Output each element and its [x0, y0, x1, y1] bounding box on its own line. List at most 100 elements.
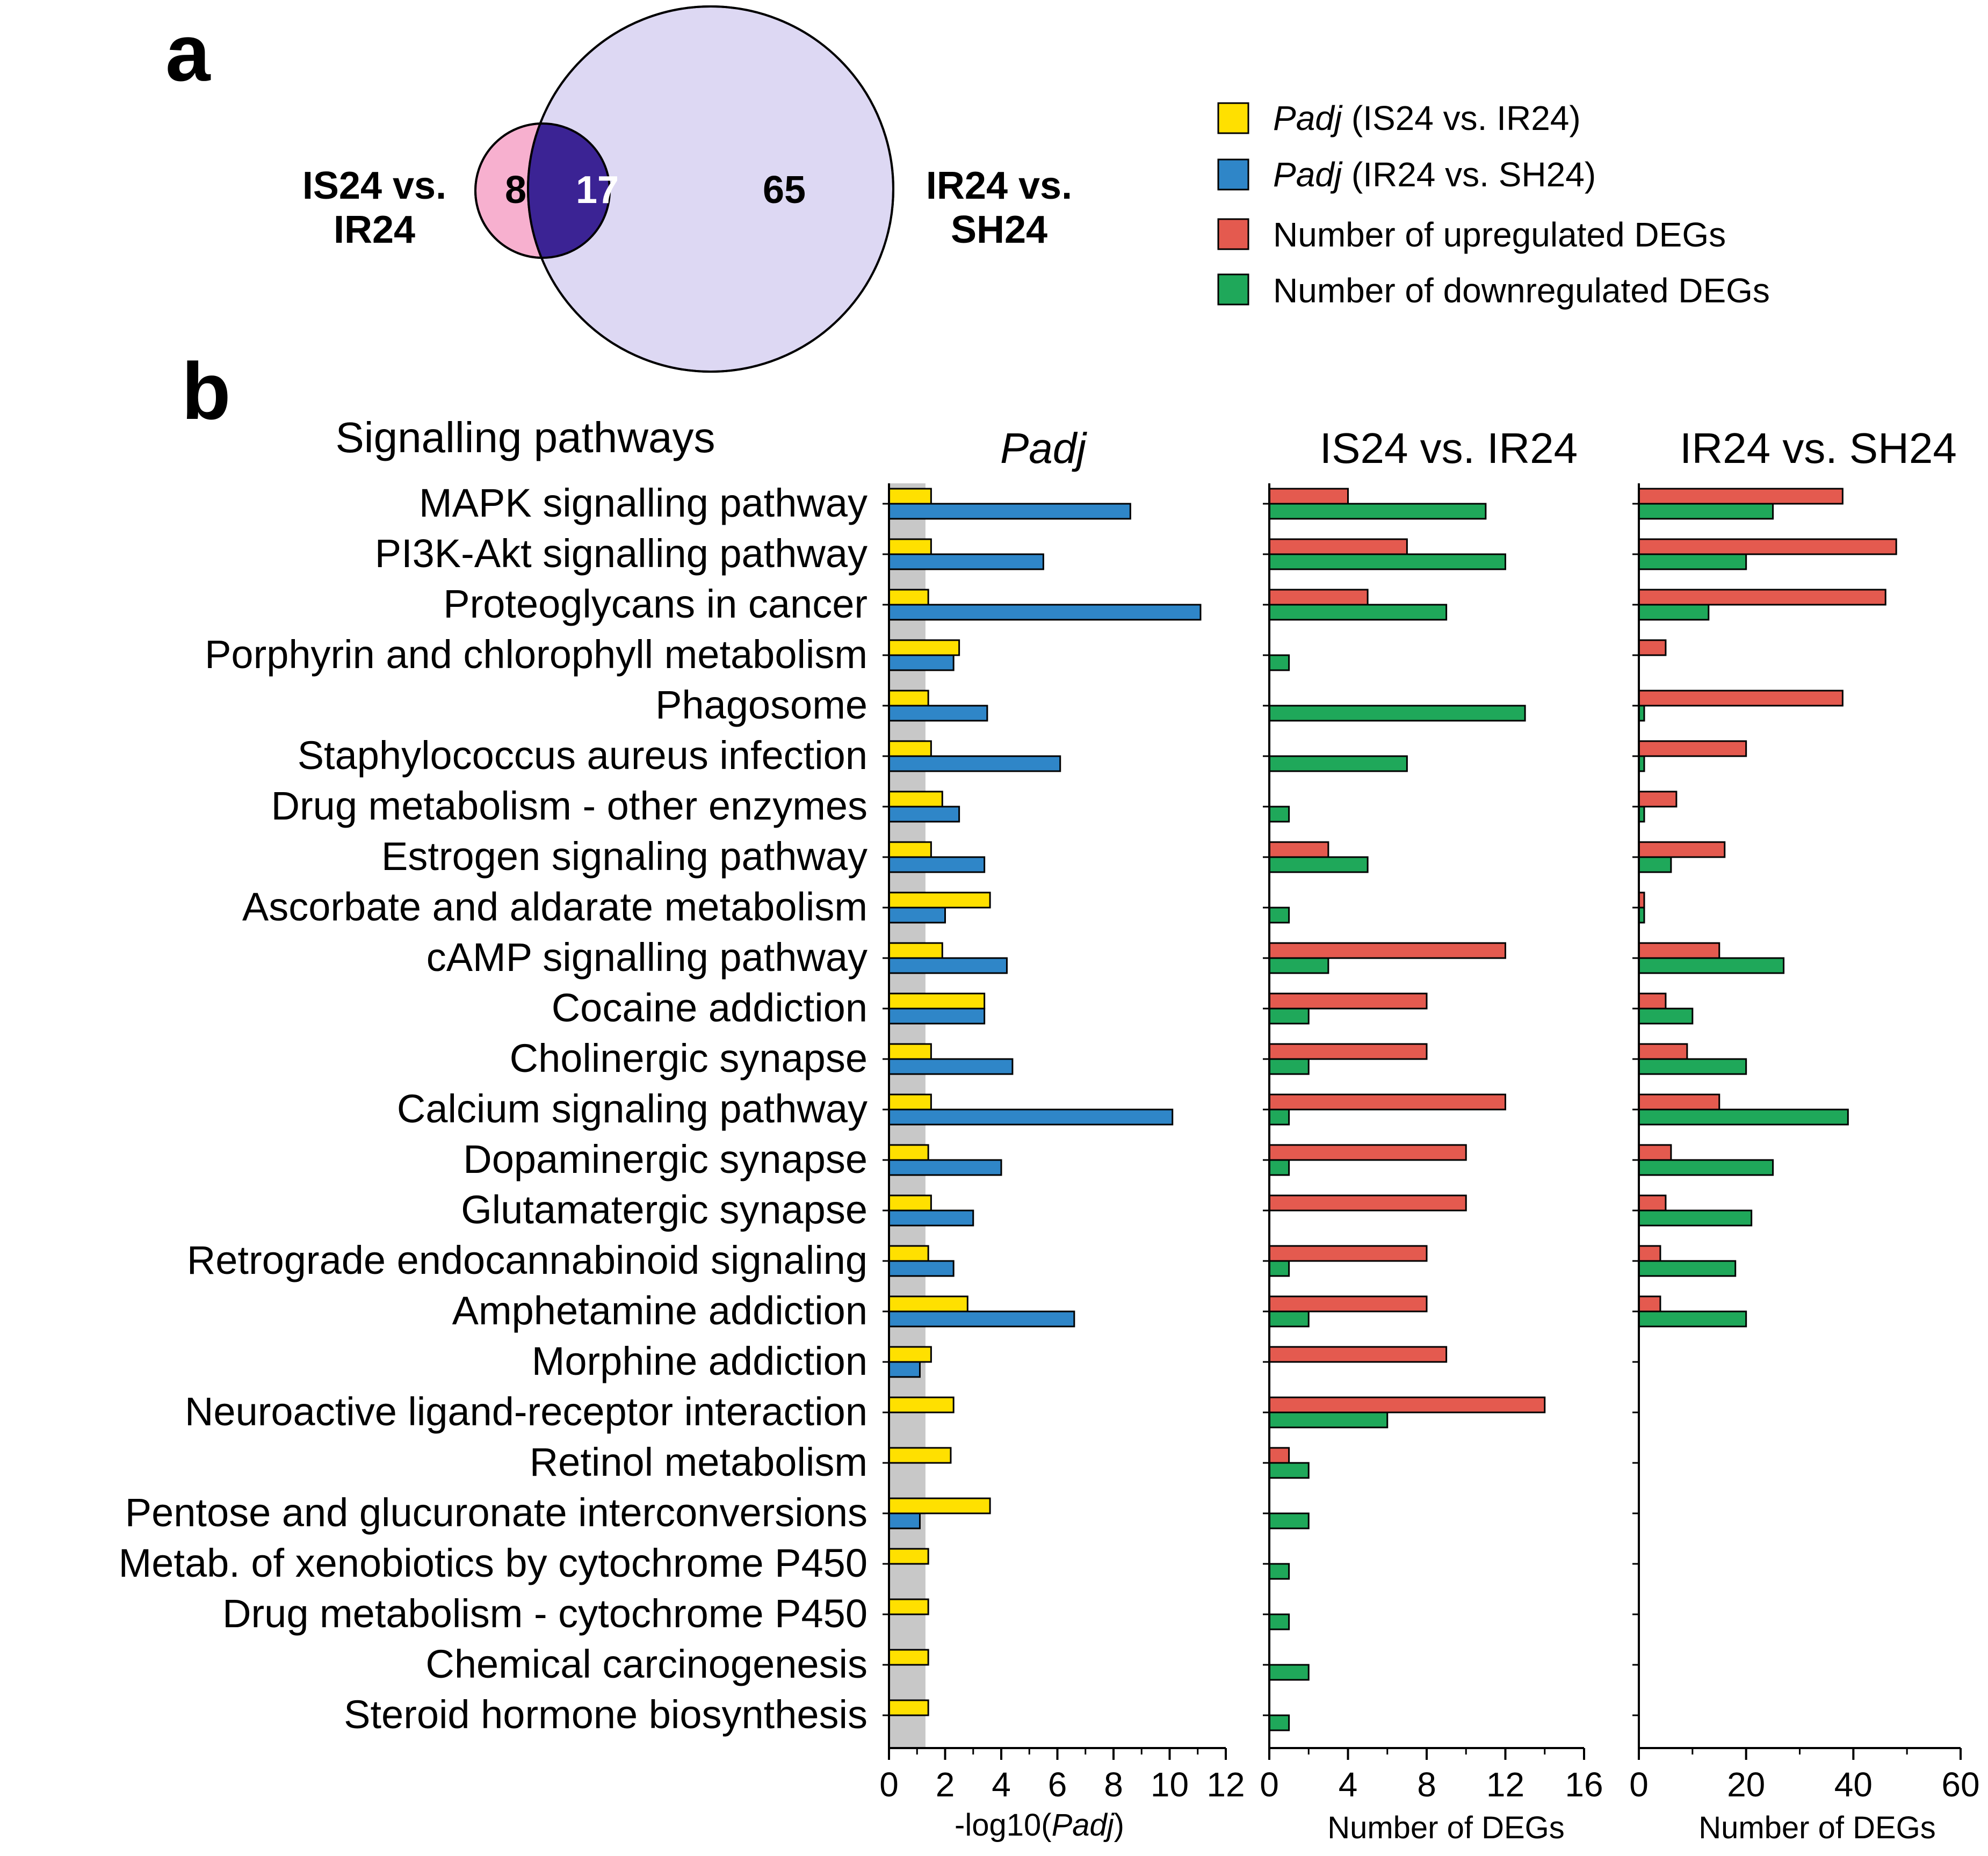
- ir24-bar-down-dopaminergic-synapse: [1638, 1159, 1774, 1176]
- padj-bar-is24-vs-ir24-retrograde-endocannabinoid-signaling: [888, 1245, 929, 1262]
- legend-swatch-padj-ir24: [1217, 158, 1249, 191]
- ir24-bar-up-pi3k-akt-signalling-pathway: [1638, 538, 1897, 555]
- padj-bar-is24-vs-ir24-chemical-carcinogenesis: [888, 1649, 929, 1666]
- ir24-x-tick-label: 20: [1727, 1765, 1765, 1804]
- padj-x-tick-label: 12: [1206, 1765, 1245, 1804]
- is24-bar-down-calcium-signaling-pathway: [1268, 1108, 1290, 1126]
- padj-bar-is24-vs-ir24-steroid-hormone-biosynthesis: [888, 1699, 929, 1716]
- venn-right-only-count: 65: [763, 169, 806, 212]
- ir24-bar-down-amphetamine-addiction: [1638, 1310, 1747, 1328]
- ir24-bar-down-calcium-signaling-pathway: [1638, 1108, 1849, 1126]
- is24-bar-up-mapk-signalling-pathway: [1268, 488, 1349, 505]
- pathway-label-calcium-signaling-pathway: Calcium signaling pathway: [397, 1086, 868, 1131]
- padj-x-axis-label: -log10(Padj): [955, 1808, 1124, 1843]
- padj-bar-ir24-vs-sh24-retrograde-endocannabinoid-signaling: [888, 1260, 955, 1277]
- ir24-bar-down-cocaine-addiction: [1638, 1007, 1694, 1025]
- padj-bar-is24-vs-ir24-drug-metabolism-cytochrome-p450: [888, 1598, 929, 1615]
- ir24-chart-title: IR24 vs. SH24: [1680, 424, 1957, 472]
- pathway-label-pentose-and-glucuronate-interconversions: Pentose and glucuronate interconversions: [125, 1490, 868, 1535]
- pathway-label-dopaminergic-synapse: Dopaminergic synapse: [463, 1137, 868, 1181]
- is24-bar-down-mapk-signalling-pathway: [1268, 503, 1487, 520]
- is24-bar-up-neuroactive-ligand-receptor-interaction: [1268, 1396, 1546, 1413]
- is24-x-tick-label: 0: [1260, 1765, 1279, 1804]
- legend-label-up: Number of upregulated DEGs: [1273, 215, 1726, 254]
- legend-label-padj-ir24: Padj (IR24 vs. SH24): [1273, 155, 1596, 194]
- padj-bar-is24-vs-ir24-cholinergic-synapse: [888, 1043, 932, 1060]
- padj-bar-is24-vs-ir24-calcium-signaling-pathway: [888, 1093, 932, 1111]
- padj-chart-title: Padj: [1000, 424, 1087, 472]
- is24-bar-up-pi3k-akt-signalling-pathway: [1268, 538, 1408, 555]
- padj-bar-ir24-vs-sh24-amphetamine-addiction: [888, 1310, 1075, 1328]
- ir24-bar-up-dopaminergic-synapse: [1638, 1144, 1672, 1161]
- ir24-bar-down-proteoglycans-in-cancer: [1638, 604, 1710, 621]
- ir24-x-tick-label: 0: [1629, 1765, 1649, 1804]
- ir24-bar-up-proteoglycans-in-cancer: [1638, 589, 1886, 606]
- padj-bar-is24-vs-ir24-pentose-and-glucuronate-interconversions: [888, 1497, 991, 1514]
- is24-bar-up-amphetamine-addiction: [1268, 1295, 1428, 1313]
- ir24-bar-up-amphetamine-addiction: [1638, 1295, 1661, 1313]
- is24-x-tick-label: 8: [1417, 1765, 1436, 1804]
- ir24-bar-up-staphylococcus-aureus-infection: [1638, 740, 1747, 757]
- ir24-bar-down-cholinergic-synapse: [1638, 1058, 1747, 1075]
- padj-x-tick-label: 10: [1151, 1765, 1189, 1804]
- ir24-bar-down-mapk-signalling-pathway: [1638, 503, 1774, 520]
- is24-bar-down-dopaminergic-synapse: [1268, 1159, 1290, 1176]
- ir24-bar-up-porphyrin-and-chlorophyll-metabolism: [1638, 639, 1667, 656]
- pathway-label-morphine-addiction: Morphine addiction: [532, 1339, 868, 1383]
- is24-bar-up-estrogen-signaling-pathway: [1268, 841, 1329, 858]
- padj-bar-is24-vs-ir24-drug-metabolism-other-enzymes: [888, 791, 943, 808]
- padj-bar-ir24-vs-sh24-cocaine-addiction: [888, 1007, 986, 1025]
- padj-bar-ir24-vs-sh24-pentose-and-glucuronate-interconversions: [888, 1512, 921, 1529]
- padj-bar-is24-vs-ir24-amphetamine-addiction: [888, 1295, 968, 1313]
- venn-overlap-count: 17: [576, 169, 619, 212]
- padj-x-tick-label: 2: [936, 1765, 955, 1804]
- is24-bar-down-phagosome: [1268, 705, 1526, 722]
- is24-bar-up-cocaine-addiction: [1268, 992, 1428, 1010]
- is24-bar-down-camp-signalling-pathway: [1268, 957, 1329, 974]
- ir24-bar-up-cocaine-addiction: [1638, 992, 1667, 1010]
- padj-bar-is24-vs-ir24-morphine-addiction: [888, 1346, 932, 1363]
- pathway-label-chemical-carcinogenesis: Chemical carcinogenesis: [425, 1642, 868, 1686]
- padj-bar-is24-vs-ir24-dopaminergic-synapse: [888, 1144, 929, 1161]
- padj-bar-ir24-vs-sh24-calcium-signaling-pathway: [888, 1108, 1174, 1126]
- padj-bar-ir24-vs-sh24-morphine-addiction: [888, 1361, 921, 1378]
- padj-bar-is24-vs-ir24-metab-of-xenobiotics-by-cytochrome-p450: [888, 1548, 929, 1565]
- is24-bar-down-cocaine-addiction: [1268, 1007, 1310, 1025]
- ir24-x-axis-label: Number of DEGs: [1698, 1810, 1936, 1845]
- pathway-label-cocaine-addiction: Cocaine addiction: [552, 985, 868, 1030]
- legend: Padj (IS24 vs. IR24) Padj (IR24 vs. SH24…: [1217, 99, 1770, 310]
- venn-right-set-label-line2: SH24: [951, 208, 1047, 251]
- padj-bar-ir24-vs-sh24-estrogen-signaling-pathway: [888, 856, 986, 873]
- pathway-label-camp-signalling-pathway: cAMP signalling pathway: [426, 935, 868, 980]
- is24-chart-title: IS24 vs. IR24: [1320, 424, 1578, 472]
- panel-b-label: b: [182, 346, 231, 436]
- is24-bar-down-proteoglycans-in-cancer: [1268, 604, 1448, 621]
- legend-swatch-up: [1217, 218, 1249, 250]
- pathway-label-drug-metabolism-cytochrome-p450: Drug metabolism - cytochrome P450: [222, 1591, 868, 1636]
- is24-bar-up-proteoglycans-in-cancer: [1268, 589, 1369, 606]
- is24-x-tick-label: 16: [1565, 1765, 1603, 1804]
- ir24-vs-sh24-chart: IR24 vs. SH24 0 20 40 60 Number of DEGs: [1629, 424, 1979, 1845]
- ir24-bar-up-drug-metabolism-other-enzymes: [1638, 791, 1678, 808]
- padj-bar-is24-vs-ir24-mapk-signalling-pathway: [888, 488, 932, 505]
- is24-bar-down-steroid-hormone-biosynthesis: [1268, 1714, 1290, 1731]
- is24-bar-down-drug-metabolism-other-enzymes: [1268, 806, 1290, 823]
- padj-bar-is24-vs-ir24-proteoglycans-in-cancer: [888, 589, 929, 606]
- is24-bar-down-retinol-metabolism: [1268, 1462, 1310, 1479]
- padj-bar-is24-vs-ir24-glutamatergic-synapse: [888, 1194, 932, 1212]
- is24-bar-down-pentose-and-glucuronate-interconversions: [1268, 1512, 1310, 1529]
- is24-bar-up-cholinergic-synapse: [1268, 1043, 1428, 1060]
- padj-bar-ir24-vs-sh24-proteoglycans-in-cancer: [888, 604, 1202, 621]
- is24-bar-up-morphine-addiction: [1268, 1346, 1448, 1363]
- is24-bar-down-pi3k-akt-signalling-pathway: [1268, 553, 1506, 570]
- padj-bar-ir24-vs-sh24-camp-signalling-pathway: [888, 957, 1008, 974]
- is24-x-tick-label: 4: [1339, 1765, 1358, 1804]
- is24-bar-up-retrograde-endocannabinoid-signaling: [1268, 1245, 1428, 1262]
- ir24-bar-down-glutamatergic-synapse: [1638, 1209, 1753, 1227]
- is24-bar-down-cholinergic-synapse: [1268, 1058, 1310, 1075]
- ir24-bar-down-retrograde-endocannabinoid-signaling: [1638, 1260, 1737, 1277]
- padj-bar-is24-vs-ir24-estrogen-signaling-pathway: [888, 841, 932, 858]
- is24-vs-ir24-chart: IS24 vs. IR24 0 4 8 12 16 Number of DEGs: [1260, 424, 1603, 1845]
- is24-bar-up-glutamatergic-synapse: [1268, 1194, 1467, 1212]
- padj-bar-ir24-vs-sh24-staphylococcus-aureus-infection: [888, 755, 1061, 772]
